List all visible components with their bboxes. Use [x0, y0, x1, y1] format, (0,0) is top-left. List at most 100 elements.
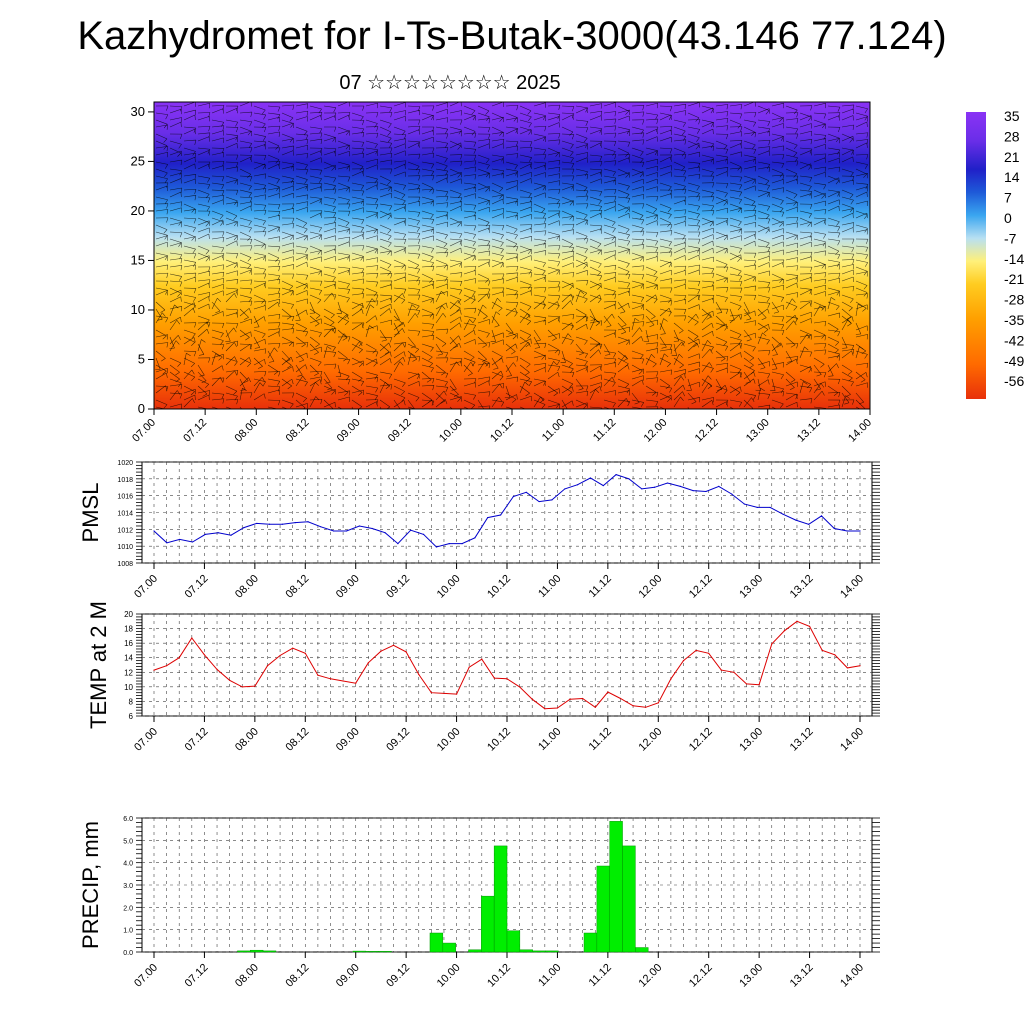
wind-barb-flag [767, 394, 771, 400]
wind-barb-flag [222, 377, 225, 383]
wind-barb [659, 230, 672, 233]
wind-barb-flag [709, 222, 714, 227]
wind-barb-flag [375, 315, 378, 321]
wind-barb-flag [402, 322, 406, 327]
wind-barb-flag [264, 127, 267, 133]
wind-barb-flag [837, 106, 841, 112]
wind-barb-flag [345, 131, 350, 136]
wind-barb-flag [541, 404, 546, 409]
wind-barb [813, 301, 826, 308]
wind-barb [673, 231, 686, 236]
wind-barb-flag [361, 185, 365, 190]
wind-barb [379, 343, 390, 352]
wind-barb-flag [586, 219, 588, 225]
wind-barb-flag [500, 234, 504, 240]
wind-barb-flag [278, 314, 281, 320]
wind-barb [757, 161, 770, 165]
wind-barb [813, 390, 823, 401]
wind-barb [645, 280, 658, 286]
wind-barb [505, 307, 516, 317]
wind-barb-flag [403, 400, 406, 406]
wind-barb [841, 115, 854, 121]
wind-barb [519, 280, 532, 286]
wind-barb-flag [376, 273, 379, 279]
wind-barb-flag [457, 145, 462, 150]
wind-barb-flag [346, 297, 350, 303]
wind-barb [449, 231, 462, 235]
wind-barb-flag [558, 210, 561, 216]
wind-barb-flag [277, 381, 281, 386]
wind-barb-flag [215, 310, 221, 314]
wind-barb [575, 259, 588, 266]
wind-barb-flag [165, 317, 169, 323]
wind-barb [253, 144, 266, 149]
wind-barb [799, 256, 812, 261]
wind-barb [771, 117, 784, 121]
wind-barb [421, 273, 433, 280]
wind-barb [365, 385, 378, 389]
y-tick-label: 20 [124, 610, 133, 619]
wind-barb-flag [556, 360, 560, 366]
wind-barb [659, 165, 672, 170]
wind-barb [225, 234, 238, 240]
wind-barb-flag [810, 334, 813, 340]
wind-barb [855, 392, 864, 403]
wind-barb-flag [544, 243, 546, 249]
wind-barb-flag [639, 172, 644, 178]
wind-barb-flag [544, 154, 547, 160]
wind-barb-flag [866, 142, 868, 148]
wind-barb [589, 161, 602, 163]
wind-barb-flag [495, 311, 501, 315]
wind-barb-flag [527, 249, 532, 255]
wind-barb-flag [194, 139, 197, 145]
wind-barb [589, 189, 602, 192]
wind-barb [813, 364, 822, 375]
wind-barb [365, 357, 378, 364]
wind-barb [771, 357, 778, 369]
wind-barb [239, 156, 251, 163]
wind-barb [813, 219, 825, 226]
wind-barb-flag [459, 322, 462, 328]
wind-barb-flag [556, 234, 560, 240]
wind-barb-flag [208, 163, 210, 169]
wind-barb [827, 152, 840, 156]
data-point [569, 698, 571, 700]
wind-barb-flag [390, 250, 393, 256]
wind-barb [463, 254, 476, 261]
wind-barb-flag [412, 358, 418, 362]
wind-barb [281, 249, 294, 254]
wind-barb-flag [192, 398, 195, 403]
heatmap-x-tick-label: 08.12 [284, 417, 312, 445]
wind-barb [533, 230, 546, 233]
wind-barb [505, 161, 518, 166]
wind-barb-flag [444, 234, 448, 240]
wind-barb-flag [222, 125, 225, 131]
wind-barb-flag [233, 327, 237, 333]
wind-barb-flag [418, 373, 420, 379]
wind-barb [813, 112, 826, 115]
wind-barb [435, 251, 448, 254]
wind-barb [337, 378, 350, 380]
wind-barb [799, 300, 812, 303]
wind-barb-flag [600, 365, 602, 371]
wind-barb [477, 138, 490, 142]
wind-barb [253, 244, 266, 247]
wind-barb-flag [528, 269, 532, 275]
wind-barb-flag [642, 119, 645, 125]
wind-barb [645, 329, 649, 342]
wind-barb [239, 279, 252, 282]
wind-barb-flag [222, 237, 225, 243]
wind-barb [183, 385, 195, 392]
wind-barb [519, 245, 532, 251]
wind-barb-flag [850, 381, 854, 387]
wind-barb-flag [290, 123, 294, 128]
wind-barb-flag [824, 209, 827, 215]
wind-barb-flag [583, 292, 588, 297]
wind-barb-flag [625, 152, 630, 157]
wind-barb [211, 377, 224, 380]
wind-barb [603, 168, 616, 173]
data-point [268, 523, 271, 525]
wind-barb [645, 136, 658, 142]
wind-barb-flag [652, 392, 657, 396]
wind-barb [631, 230, 644, 233]
